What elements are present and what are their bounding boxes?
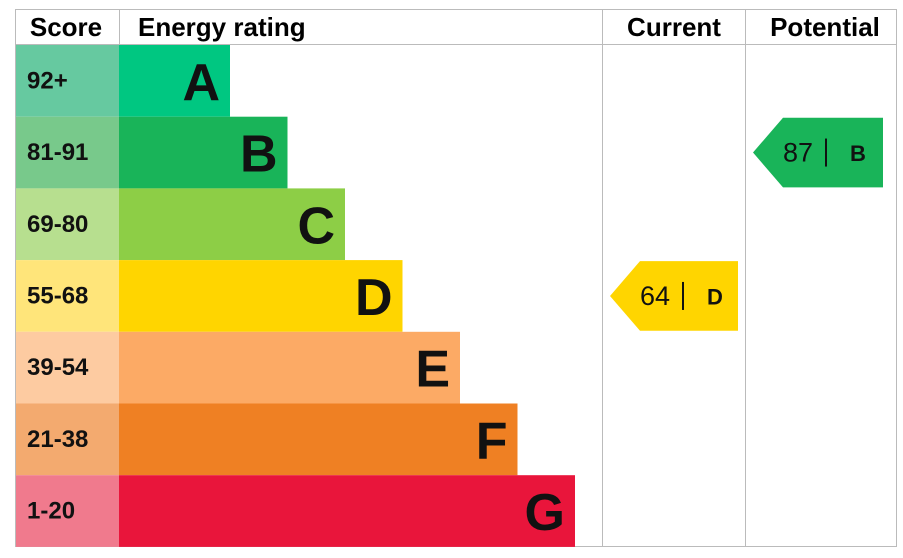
score-label: 81-91 — [27, 139, 88, 166]
score-cell — [16, 475, 119, 547]
rating-letter: A — [182, 54, 220, 112]
header-potential: Potential — [770, 12, 880, 42]
rating-letter: F — [476, 412, 508, 470]
score-label: 55-68 — [27, 282, 88, 309]
score-label: 21-38 — [27, 426, 88, 453]
current-letter: D — [707, 284, 723, 309]
rating-bar — [119, 475, 575, 547]
score-cell — [16, 116, 119, 189]
score-label: 1-20 — [27, 498, 75, 525]
score-label: 69-80 — [27, 211, 88, 238]
current-arrow — [610, 261, 738, 331]
score-label: 39-54 — [27, 354, 89, 381]
score-cell — [16, 188, 119, 261]
potential-arrow — [753, 117, 883, 188]
score-cell — [16, 331, 119, 404]
rating-bar — [119, 331, 460, 404]
potential-letter: B — [850, 141, 866, 166]
rating-bar — [119, 116, 288, 189]
rating-letter: G — [525, 484, 565, 542]
rating-letter: D — [355, 269, 393, 327]
header-score: Score — [30, 12, 102, 42]
rating-bar — [119, 45, 230, 117]
current-value: 64 — [640, 281, 670, 311]
score-cell — [16, 45, 119, 117]
rating-bar — [119, 260, 403, 332]
rating-letter: C — [297, 197, 335, 255]
rating-letter: E — [415, 341, 450, 399]
header-rating: Energy rating — [138, 12, 306, 42]
score-label: 92+ — [27, 67, 68, 94]
score-cell — [16, 403, 119, 476]
rating-bar — [119, 403, 518, 476]
header-current: Current — [627, 12, 721, 42]
rating-bar — [119, 188, 345, 261]
score-cell — [16, 260, 119, 332]
potential-value: 87 — [783, 138, 813, 168]
rating-letter: B — [240, 126, 278, 184]
